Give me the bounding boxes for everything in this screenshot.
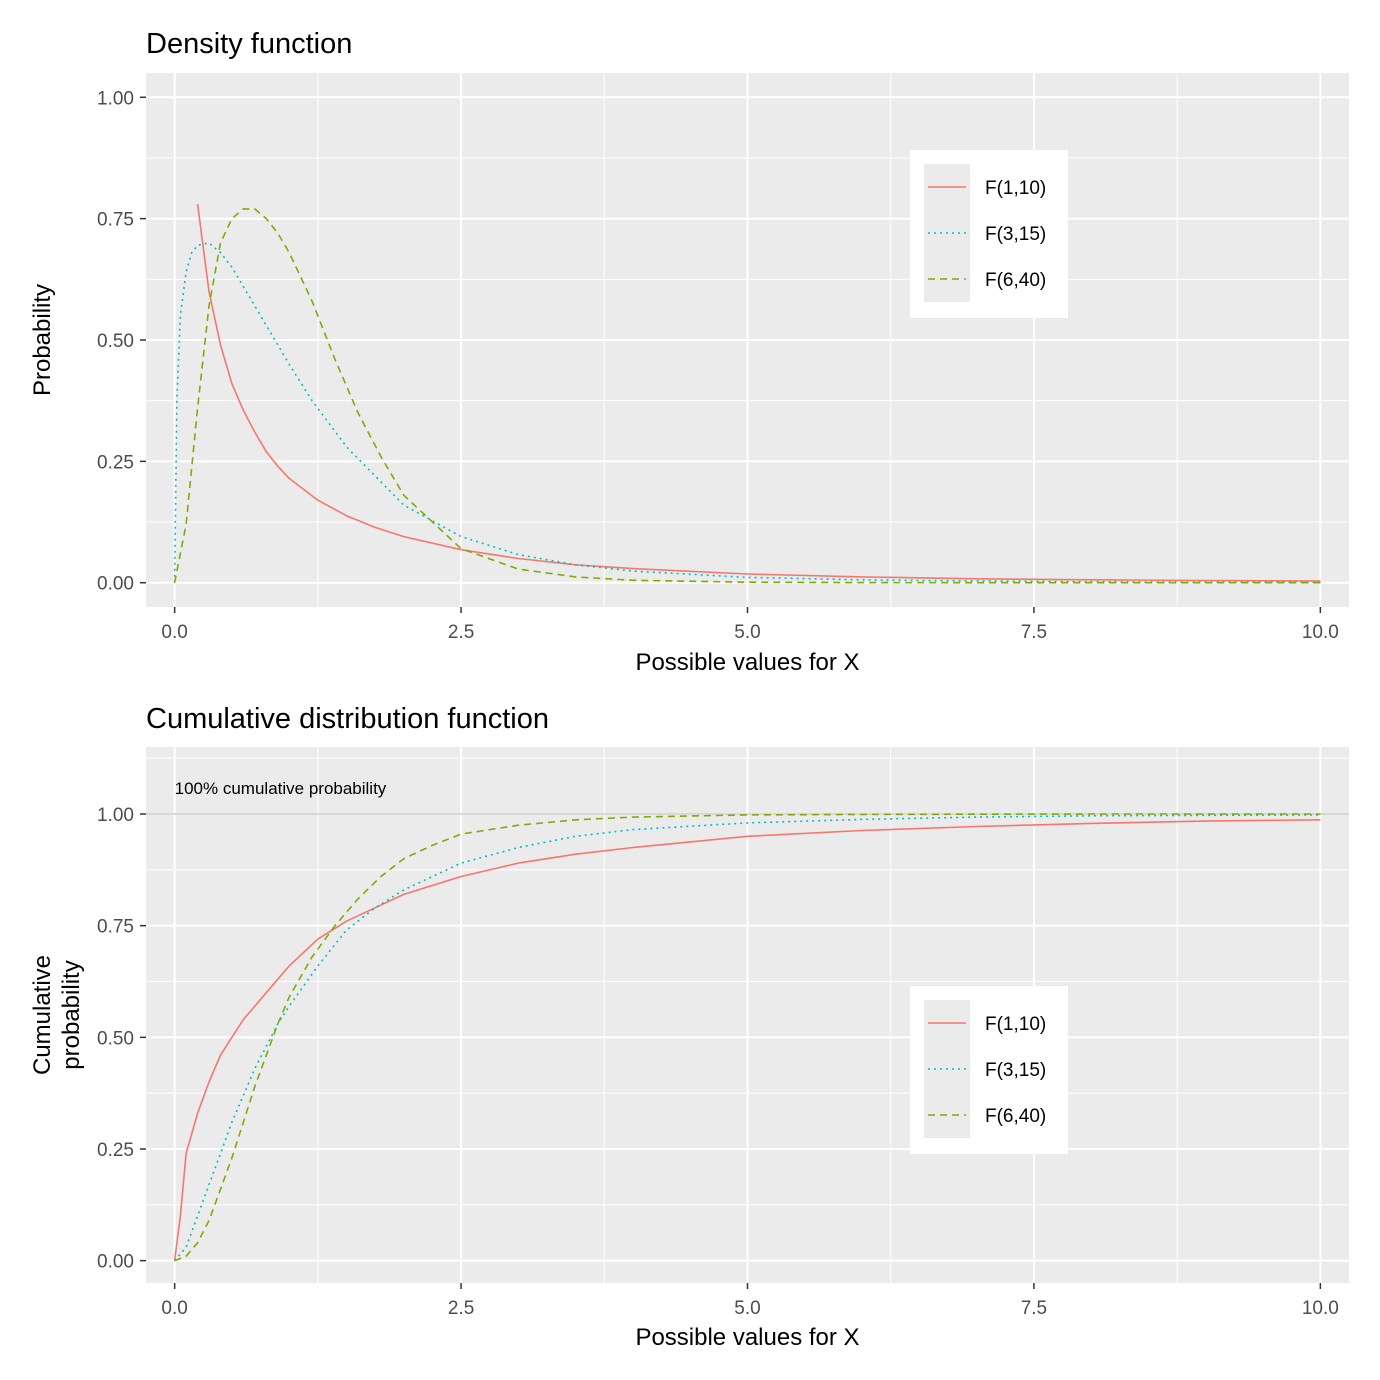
annotation-text: 100% cumulative probability bbox=[175, 779, 387, 798]
y-tick-label: 0.50 bbox=[97, 1028, 134, 1049]
gridlines bbox=[146, 747, 1349, 1283]
x-axis-title: Possible values for X bbox=[635, 1324, 859, 1351]
chart-panel-1: 0.0 2.5 5.0 7.5 10.0 0.00 0.25 0.50 0.75 1.00 Dens… bbox=[29, 28, 1349, 676]
y-tick-label: 1.00 bbox=[97, 88, 134, 109]
x-tick-label: 5.0 bbox=[734, 622, 760, 643]
legend: F(1,10) F(3,15) F(6,40) bbox=[910, 150, 1068, 318]
y-tick-label: 0.00 bbox=[97, 574, 134, 595]
axes: 0.0 2.5 5.0 7.5 10.0 0.00 0.25 0.50 0.75 1.00 bbox=[97, 88, 1339, 643]
x-tick-label: 5.0 bbox=[734, 1298, 760, 1319]
y-tick-label: 0.75 bbox=[97, 917, 134, 938]
x-tick-label: 0.0 bbox=[161, 1298, 187, 1319]
x-tick-label: 0.0 bbox=[161, 622, 187, 643]
chart-panel-2: 0.0 2.5 5.0 7.5 10.0 0.00 0.25 0.50 0.75 1.00 100%… bbox=[29, 703, 1349, 1351]
series-line-F(3,15) bbox=[173, 242, 1321, 584]
legend-label: F(3,15) bbox=[985, 1060, 1046, 1081]
legend: F(1,10) F(3,15) F(6,40) bbox=[910, 986, 1068, 1154]
y-tick-label: 0.25 bbox=[97, 1140, 134, 1161]
plot-title: Cumulative distribution function bbox=[146, 703, 549, 735]
x-tick-label: 7.5 bbox=[1021, 622, 1047, 643]
series-lines bbox=[173, 203, 1321, 584]
axes: 0.0 2.5 5.0 7.5 10.0 0.00 0.25 0.50 0.75 1.00 bbox=[97, 805, 1339, 1319]
y-tick-label: 0.00 bbox=[97, 1252, 134, 1273]
series-line-F(1,10) bbox=[173, 819, 1321, 1261]
y-axis-title: Cumulativeprobability bbox=[29, 955, 85, 1075]
legend-label: F(1,10) bbox=[985, 178, 1046, 199]
y-axis-title: Probability bbox=[29, 284, 56, 396]
x-axis-title: Possible values for X bbox=[635, 649, 859, 676]
y-tick-label: 0.75 bbox=[97, 210, 134, 231]
plot-title: Density function bbox=[146, 28, 352, 60]
y-tick-label: 0.50 bbox=[97, 331, 134, 352]
legend-label: F(6,40) bbox=[985, 1106, 1046, 1127]
y-axis-title-line: Cumulative bbox=[29, 955, 56, 1075]
series-lines bbox=[173, 813, 1321, 1262]
gridlines bbox=[146, 73, 1349, 607]
series-line-F(6,40) bbox=[174, 813, 1321, 1262]
legend-label: F(1,10) bbox=[985, 1014, 1046, 1035]
y-axis-title-line: probability bbox=[58, 960, 85, 1069]
x-tick-label: 7.5 bbox=[1021, 1298, 1047, 1319]
legend-label: F(3,15) bbox=[985, 224, 1046, 245]
x-tick-label: 10.0 bbox=[1302, 1298, 1339, 1319]
x-tick-label: 2.5 bbox=[448, 1298, 474, 1319]
legend-label: F(6,40) bbox=[985, 270, 1046, 291]
y-tick-label: 0.25 bbox=[97, 452, 134, 473]
y-tick-label: 1.00 bbox=[97, 805, 134, 826]
x-tick-label: 2.5 bbox=[448, 622, 474, 643]
x-tick-label: 10.0 bbox=[1302, 622, 1339, 643]
series-line-F(1,10) bbox=[196, 203, 1321, 582]
